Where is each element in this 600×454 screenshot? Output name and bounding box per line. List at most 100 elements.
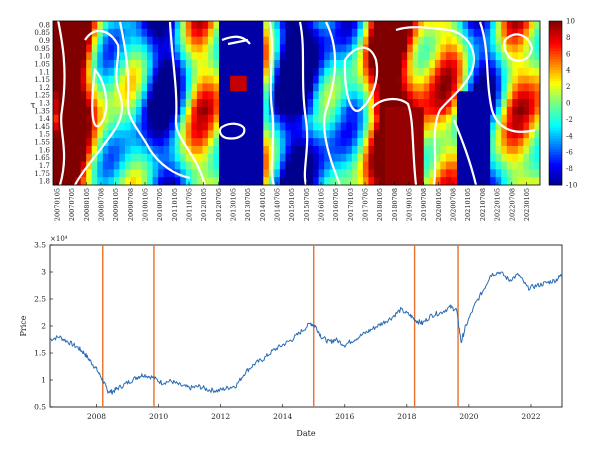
heatmap-cell <box>434 130 441 139</box>
heatmap-cell <box>528 99 535 108</box>
heatmap-cell <box>163 145 170 155</box>
heatmap-cell <box>152 138 159 147</box>
heatmap-cell <box>174 130 181 139</box>
heatmap-cell <box>401 130 408 139</box>
heatmap-cell <box>407 60 414 69</box>
heatmap-cell <box>136 153 142 162</box>
heatmap-cell <box>362 106 369 116</box>
heatmap-cell <box>473 21 480 30</box>
heatmap-cell <box>412 44 419 53</box>
colorbar-segment <box>549 157 562 161</box>
heatmap-cell <box>357 145 364 155</box>
heatmap-cell <box>246 161 253 170</box>
heatmap-cell <box>252 67 259 77</box>
heatmap-cell <box>119 36 126 45</box>
heatmap-cell <box>75 169 82 178</box>
heatmap-cell <box>202 177 209 186</box>
heatmap-x-tick-label: 20140705 <box>274 188 282 221</box>
heatmap-cell <box>219 114 225 123</box>
heatmap-cell <box>523 21 530 30</box>
heatmap-cell <box>158 161 165 170</box>
heatmap-cell <box>274 83 281 92</box>
heatmap-cell <box>523 130 530 139</box>
heatmap-cell <box>462 67 469 77</box>
heatmap-cell <box>329 153 336 162</box>
heatmap-cell <box>136 130 142 139</box>
heatmap-cell <box>528 60 535 69</box>
heatmap-cell <box>528 130 535 139</box>
heatmap-cell <box>152 36 159 45</box>
heatmap-cell <box>213 44 220 53</box>
heatmap-cell <box>346 44 353 53</box>
heatmap-cell <box>69 177 76 186</box>
heatmap-frame <box>52 20 541 186</box>
heatmap-cell <box>53 138 59 147</box>
heatmap-cell <box>136 169 142 178</box>
colorbar-segment <box>549 182 562 186</box>
heatmap-cell <box>279 153 286 162</box>
heatmap-cell <box>385 60 391 69</box>
heatmap-cell <box>274 99 281 108</box>
heatmap-cell <box>434 99 441 108</box>
heatmap-cell <box>169 122 176 131</box>
heatmap-cell <box>158 83 165 92</box>
heatmap-cell <box>512 138 519 147</box>
heatmap-cell <box>97 60 104 69</box>
heatmap-cell <box>385 83 391 92</box>
heatmap-cell <box>362 75 369 84</box>
heatmap-cell <box>373 169 380 178</box>
heatmap-cell <box>473 44 480 53</box>
heatmap-cell <box>523 169 530 178</box>
heatmap-cell <box>307 153 314 162</box>
heatmap-cell <box>147 130 154 139</box>
heatmap-cell <box>279 99 286 108</box>
heatmap-cell <box>440 153 447 162</box>
heatmap-cell <box>252 153 259 162</box>
heatmap-cell <box>136 106 142 116</box>
heatmap-cell <box>224 91 231 100</box>
heatmap-cell <box>64 114 70 123</box>
heatmap-cell <box>473 138 480 147</box>
colorbar-segment <box>549 45 562 49</box>
heatmap-x-tick-label: 20100105 <box>142 188 150 221</box>
heatmap-cell <box>445 145 452 155</box>
heatmap-cell <box>479 138 486 147</box>
heatmap-cell <box>191 67 198 77</box>
heatmap-cell <box>401 36 408 45</box>
heatmap-cell <box>512 91 519 100</box>
heatmap-cell <box>97 130 104 139</box>
heatmap-cell <box>429 75 436 84</box>
heatmap-cell <box>141 114 148 123</box>
heatmap-cell <box>290 21 297 30</box>
heatmap-cell <box>468 28 474 38</box>
heatmap-cell <box>80 153 87 162</box>
heatmap-cell <box>462 52 469 61</box>
heatmap-cell <box>390 28 397 38</box>
heatmap-cell <box>64 44 70 53</box>
heatmap-cell <box>324 52 331 61</box>
heatmap-cell <box>196 36 203 45</box>
heatmap-cell <box>401 161 408 170</box>
heatmap-cell <box>241 138 248 147</box>
heatmap-cell <box>285 75 292 84</box>
heatmap-cell <box>506 145 513 155</box>
heatmap-cell <box>445 130 452 139</box>
heatmap-cell <box>490 161 497 170</box>
heatmap-cell <box>418 114 425 123</box>
heatmap-x-tick-label: 20220708 <box>508 188 516 221</box>
heatmap-cell <box>119 60 126 69</box>
heatmap-cell <box>528 106 535 116</box>
heatmap-cell <box>445 122 452 131</box>
heatmap-cell <box>302 21 308 30</box>
heatmap-cell <box>80 122 87 131</box>
heatmap-cell <box>163 161 170 170</box>
heatmap-y-tick-label: 1.55 <box>34 139 50 147</box>
heatmap-cell <box>147 75 154 84</box>
heatmap-cell <box>64 138 70 147</box>
heatmap-cell <box>479 36 486 45</box>
heatmap-y-tick-label: 1.3 <box>39 100 50 108</box>
heatmap-x-tick-label: 20120705 <box>215 188 223 221</box>
heatmap-cell <box>451 138 458 147</box>
heatmap-cell <box>501 67 508 77</box>
heatmap-cell <box>113 21 120 30</box>
